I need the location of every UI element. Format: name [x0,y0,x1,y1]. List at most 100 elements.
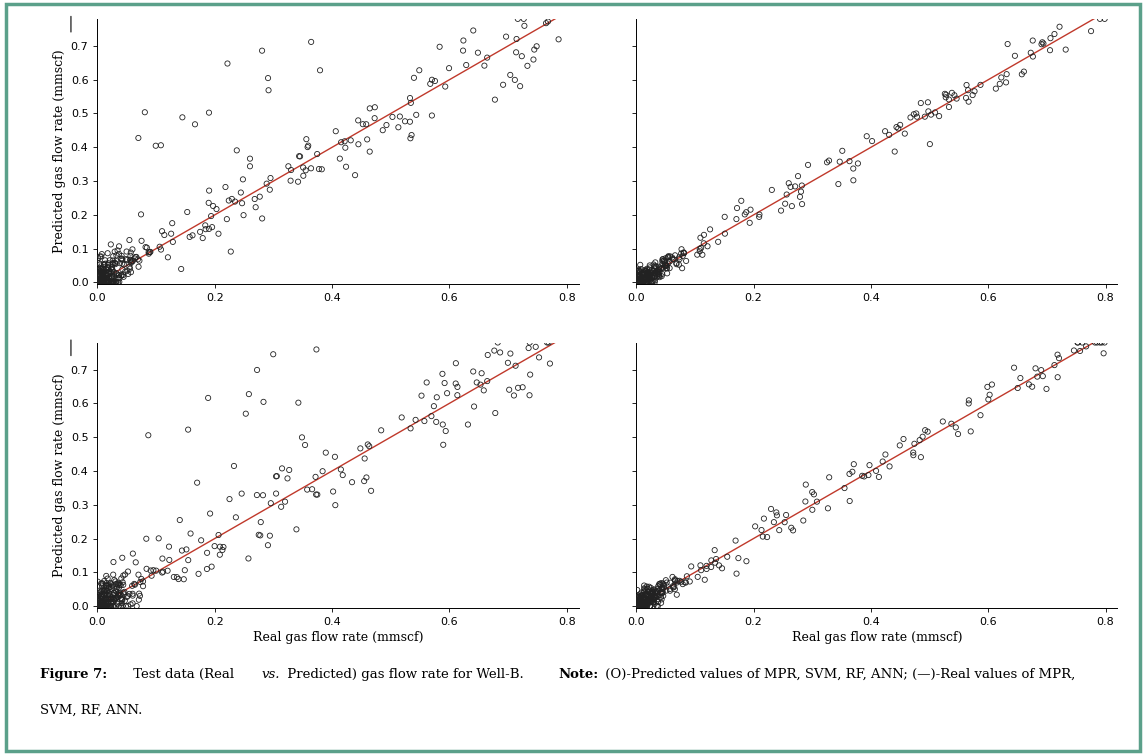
Point [113,594,132,606]
Point [657,262,675,274]
Point [94,263,112,275]
Point [636,588,654,600]
Point [447,378,465,390]
Point [210,529,228,541]
Point [658,260,676,272]
Point [108,598,126,610]
Point [100,587,118,599]
Point [630,600,649,612]
Point [637,276,656,288]
Point [99,247,117,259]
Point [736,208,754,220]
Point [633,587,651,599]
Point [93,276,111,288]
Point [139,429,157,441]
Point [115,588,133,600]
Point [637,276,656,288]
Point [433,418,452,430]
Point [92,276,110,288]
Point [628,276,646,288]
Point [1068,337,1086,349]
Point [362,485,380,497]
Point [633,272,651,284]
Point [280,160,298,172]
Point [220,493,238,505]
Point [207,203,226,215]
Point [644,276,662,288]
Point [181,528,199,540]
Point [89,600,108,612]
Point [782,181,800,193]
Point [121,254,140,266]
Point [675,247,693,259]
Point [653,262,672,274]
Point [250,528,268,541]
Point [526,341,544,353]
Point [465,400,484,412]
Point [670,253,689,265]
Point [88,592,107,604]
Point [91,595,109,607]
Point [97,600,116,612]
Point [91,273,109,285]
Point [111,588,129,600]
Point [645,596,664,609]
Point [638,268,657,280]
Point [636,600,654,612]
Point [115,569,133,581]
Point [115,271,133,283]
Point [225,460,243,472]
Point [635,599,653,612]
Text: vs.: vs. [261,668,280,681]
Point [289,396,307,408]
Point [959,96,978,108]
Point [89,600,108,612]
Point [116,595,134,607]
Point [628,591,646,603]
Point [691,245,709,257]
Point [1094,347,1113,359]
Point [297,133,315,145]
Point [324,485,343,498]
Point [1070,345,1089,357]
Point [653,578,672,590]
Point [94,273,112,285]
Point [652,586,670,598]
Text: SVM, RF, ANN.: SVM, RF, ANN. [40,704,142,716]
Point [674,578,692,590]
Point [101,589,119,601]
Point [819,155,838,167]
Point [121,254,140,266]
Point [629,276,647,288]
Point [92,263,110,275]
Point [91,269,109,281]
Point [630,599,649,611]
Point [629,600,647,612]
Point [476,60,494,72]
Point [636,276,654,288]
Point [359,439,377,451]
Point [109,272,127,284]
Point [478,51,496,63]
Point [246,201,265,213]
Point [645,589,664,601]
Point [904,108,923,120]
Point [629,595,647,607]
Point [627,596,645,609]
Point [628,269,646,281]
Point [100,596,118,608]
Point [96,600,115,612]
Point [691,232,709,244]
Point [129,260,148,273]
Point [147,140,165,152]
Point [199,197,218,209]
Point [272,501,290,513]
Point [636,274,654,286]
Point [637,269,656,281]
Point [92,263,110,276]
Point [113,254,132,266]
Point [104,273,123,285]
Point [645,584,664,596]
Point [639,267,658,279]
Point [125,578,143,590]
